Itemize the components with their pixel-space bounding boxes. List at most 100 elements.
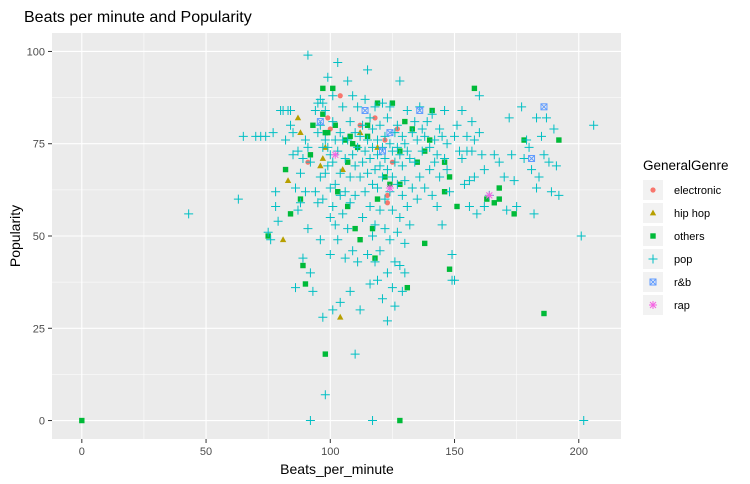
point-pop	[328, 91, 338, 101]
point-pop	[365, 201, 375, 211]
point-others	[374, 196, 381, 202]
point-pop	[328, 117, 338, 127]
point-others	[347, 133, 353, 140]
point-pop	[387, 146, 397, 156]
point-pop	[340, 187, 350, 197]
point-pop	[427, 190, 437, 200]
point-pop	[395, 76, 405, 86]
point-pop	[268, 128, 278, 138]
point-pop	[435, 124, 445, 134]
point-pop	[442, 165, 452, 175]
point-others	[404, 284, 411, 291]
point-pop	[365, 113, 375, 123]
point-pop	[400, 139, 410, 149]
point-pop	[405, 153, 415, 163]
point-pop	[263, 227, 273, 237]
point-pop	[291, 283, 301, 293]
point-pop	[576, 231, 586, 241]
point-pop	[390, 157, 400, 167]
point-pop	[325, 183, 335, 193]
point-pop	[554, 190, 564, 200]
point-pop	[348, 91, 358, 101]
point-pop	[509, 176, 519, 186]
legend-label-others: others	[674, 231, 705, 243]
point-pop	[469, 172, 479, 182]
point-pop	[323, 161, 333, 171]
point-pop	[368, 142, 378, 152]
point-pop	[512, 201, 522, 211]
point-pop	[370, 165, 380, 175]
point-others	[352, 225, 358, 232]
point-pop	[330, 220, 340, 230]
point-pop	[410, 117, 420, 127]
point-pop	[387, 205, 397, 215]
point-others	[484, 196, 490, 202]
point-r-b	[316, 118, 324, 126]
point-pop	[397, 161, 407, 171]
point-others	[310, 122, 316, 128]
point-pop	[420, 183, 430, 193]
point-pop	[397, 131, 407, 141]
point-pop	[377, 294, 387, 304]
point-others	[511, 211, 517, 217]
point-hip-hop	[339, 166, 346, 172]
point-pop	[355, 131, 365, 141]
point-pop	[579, 416, 589, 426]
point-pop	[298, 253, 308, 263]
point-pop	[348, 246, 358, 256]
point-pop	[305, 416, 315, 426]
point-pop	[353, 142, 363, 152]
point-pop	[343, 135, 353, 145]
point-pop	[238, 131, 248, 141]
point-others	[496, 185, 502, 191]
point-pop	[397, 286, 407, 296]
point-pop	[281, 135, 291, 145]
point-pop	[358, 213, 368, 223]
point-pop	[320, 168, 330, 178]
legend-marker-others	[650, 233, 656, 239]
point-pop	[450, 275, 460, 285]
point-others	[332, 122, 338, 128]
x-tick-label: 100	[321, 446, 339, 458]
chart-title: Beats per minute and Popularity	[24, 9, 252, 26]
point-pop	[387, 172, 397, 182]
point-pop	[474, 91, 484, 101]
point-hip-hop	[297, 129, 304, 136]
point-pop	[350, 349, 360, 359]
point-others	[325, 129, 331, 136]
point-others	[287, 211, 294, 217]
legend-marker-r-b	[649, 278, 657, 286]
point-pop	[467, 146, 477, 156]
point-r-b	[540, 103, 548, 111]
point-r-b	[361, 107, 369, 115]
point-pop	[459, 179, 469, 189]
point-pop	[589, 120, 599, 130]
point-pop	[382, 113, 392, 123]
x-axis-title: Beats_per_minute	[280, 461, 394, 477]
major-gridlines	[52, 33, 621, 439]
legend-marker-hip-hop	[649, 209, 657, 216]
point-pop	[303, 50, 313, 60]
point-pop	[504, 113, 514, 123]
point-pop	[402, 146, 412, 156]
point-pop	[360, 187, 370, 197]
legend-label-pop: pop	[674, 254, 692, 266]
point-others	[369, 225, 376, 232]
point-others	[556, 137, 562, 143]
point-pop	[447, 249, 457, 259]
point-rap	[331, 150, 340, 159]
point-pop	[273, 216, 283, 226]
point-pop	[479, 201, 489, 211]
point-pop	[392, 120, 402, 130]
point-electronic	[384, 200, 391, 206]
point-pop	[353, 102, 363, 112]
point-pop	[340, 153, 350, 163]
point-others	[491, 200, 497, 206]
y-axis-title: Popularity	[7, 205, 23, 267]
point-pop	[233, 194, 243, 204]
point-pop	[494, 157, 504, 167]
point-pop	[380, 224, 390, 234]
point-hip-hop	[294, 114, 302, 121]
point-r-b	[416, 107, 424, 115]
point-pop	[382, 165, 392, 175]
